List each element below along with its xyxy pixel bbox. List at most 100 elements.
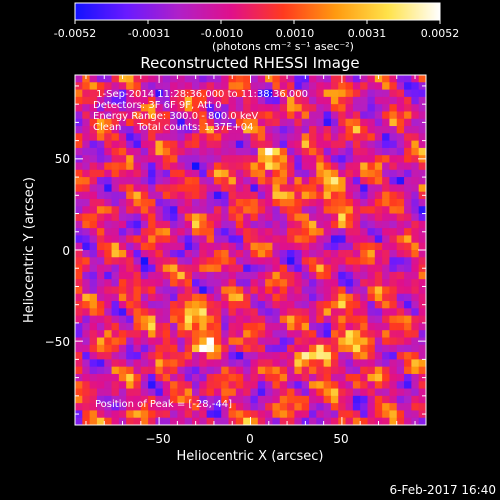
- heatmap-cell: [148, 344, 157, 353]
- heatmap-cell: [367, 126, 376, 134]
- heatmap-cell: [104, 162, 113, 171]
- heatmap-cell: [309, 344, 317, 353]
- heatmap-cell: [118, 169, 127, 178]
- heatmap-cell: [411, 403, 420, 412]
- heatmap-cell: [301, 403, 310, 412]
- heatmap-cell: [301, 147, 310, 156]
- heatmap-cell: [382, 279, 391, 288]
- heatmap-cell: [192, 213, 200, 222]
- heatmap-cell: [396, 381, 405, 390]
- heatmap-cell: [140, 403, 149, 412]
- heatmap-cell: [338, 337, 347, 346]
- heatmap-cell: [192, 191, 200, 200]
- heatmap-cell: [345, 75, 354, 83]
- heatmap-cell: [96, 344, 105, 353]
- heatmap-cell: [330, 293, 339, 302]
- heatmap-cell: [279, 133, 288, 142]
- heatmap-cell: [374, 206, 383, 215]
- heatmap-cell: [162, 257, 171, 266]
- heatmap-cell: [213, 250, 222, 258]
- heatmap-cell: [162, 118, 171, 127]
- heatmap-cell: [148, 308, 157, 317]
- heatmap-cell: [360, 330, 369, 339]
- heatmap-cell: [396, 198, 405, 207]
- heatmap-cell: [287, 235, 295, 244]
- heatmap-cell: [330, 133, 339, 142]
- heatmap-cell: [89, 133, 98, 142]
- heatmap-cell: [177, 403, 186, 412]
- heatmap-cell: [257, 344, 266, 353]
- heatmap-cell: [170, 344, 178, 353]
- heatmap-cell: [352, 250, 361, 258]
- heatmap-cell: [360, 140, 369, 149]
- heatmap-cell: [389, 242, 398, 251]
- heatmap-cell: [389, 133, 398, 142]
- heatmap-cell: [82, 191, 91, 200]
- heatmap-cell: [389, 228, 398, 237]
- heatmap-cell: [111, 228, 120, 237]
- heatmap-cell: [126, 118, 135, 127]
- heatmap-cell: [316, 264, 325, 273]
- heatmap-cell: [265, 89, 274, 98]
- heatmap-cell: [316, 395, 325, 404]
- heatmap-cell: [213, 381, 222, 390]
- heatmap-cell: [235, 162, 244, 171]
- heatmap-cell: [404, 75, 412, 83]
- heatmap-cell: [345, 169, 354, 178]
- heatmap-cell: [265, 191, 274, 200]
- heatmap-cell: [257, 352, 266, 360]
- heatmap-cell: [148, 242, 157, 251]
- heatmap-cell: [279, 228, 288, 237]
- heatmap-cell: [235, 403, 244, 412]
- heatmap-cell: [192, 315, 200, 324]
- heatmap-cell: [140, 286, 149, 295]
- heatmap-cell: [192, 96, 200, 105]
- heatmap-cell: [404, 315, 412, 324]
- heatmap-cell: [294, 352, 303, 360]
- heatmap-cell: [309, 322, 317, 331]
- heatmap-cell: [418, 417, 426, 425]
- heatmap-cell: [294, 344, 303, 353]
- heatmap-cell: [133, 410, 142, 419]
- heatmap-cell: [323, 315, 332, 324]
- heatmap-cell: [133, 140, 142, 149]
- heatmap-cell: [418, 198, 426, 207]
- heatmap-cell: [294, 410, 303, 419]
- heatmap-cell: [213, 89, 222, 98]
- heatmap-cell: [162, 279, 171, 288]
- heatmap-cell: [89, 147, 98, 156]
- heatmap-cell: [360, 242, 369, 251]
- heatmap-cell: [126, 388, 135, 397]
- heatmap-cell: [206, 184, 215, 193]
- heatmap-cell: [89, 308, 98, 317]
- heatmap-cell: [345, 301, 354, 309]
- heatmap-cell: [345, 126, 354, 134]
- heatmap-cell: [89, 373, 98, 382]
- heatmap-cell: [279, 410, 288, 419]
- heatmap-cell: [206, 301, 215, 309]
- heatmap-cell: [294, 308, 303, 317]
- heatmap-cell: [148, 403, 157, 412]
- heatmap-cell: [382, 206, 391, 215]
- heatmap-cell: [404, 417, 412, 425]
- x-tick-label: 50: [333, 432, 348, 446]
- heatmap-cell: [111, 198, 120, 207]
- heatmap-cell: [235, 388, 244, 397]
- heatmap-cell: [265, 257, 274, 266]
- heatmap-cell: [199, 228, 208, 237]
- heatmap-cell: [162, 337, 171, 346]
- heatmap-cell: [155, 410, 164, 419]
- heatmap-cell: [309, 315, 317, 324]
- heatmap-cell: [316, 126, 325, 134]
- heatmap-cell: [140, 96, 149, 105]
- heatmap-cell: [155, 344, 164, 353]
- heatmap-cell: [155, 96, 164, 105]
- heatmap-cell: [75, 111, 83, 120]
- heatmap-cell: [75, 417, 83, 425]
- heatmap-cell: [272, 206, 281, 215]
- heatmap-cell: [155, 403, 164, 412]
- heatmap-cell: [192, 220, 200, 229]
- heatmap-cell: [411, 257, 420, 266]
- heatmap-cell: [82, 220, 91, 229]
- heatmap-cell: [323, 220, 332, 229]
